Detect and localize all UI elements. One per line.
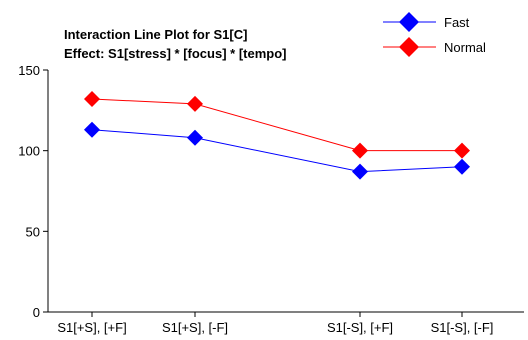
plot-area: 0 50 100 150 S1[+S], [+F] S1[+S], [-F] S1[-S]… [18,63,524,335]
legend-label-fast: Fast [444,15,470,30]
x-tick-label: S1[-S], [+F] [327,320,393,335]
legend-marker-fast [399,12,419,32]
x-tick-label: S1[+S], [+F] [57,320,126,335]
series-line-fast [91,129,463,173]
legend-marker-normal [399,37,419,57]
chart-title: Interaction Line Plot for S1[C] [64,27,247,42]
chart-subtitle: Effect: S1[stress] * [focus] * [tempo] [64,46,286,61]
series-line-normal [91,98,462,152]
y-tick-label: 100 [18,144,40,159]
data-point-fast [352,163,368,180]
legend-item-fast: Fast [383,12,470,32]
y-tick-label: 150 [18,63,40,78]
x-tick-label: S1[-S], [-F] [431,320,494,335]
legend: Fast Normal [383,12,486,57]
x-tick-label: S1[+S], [-F] [162,320,228,335]
data-point-fast [187,129,203,146]
data-point-normal [352,142,368,159]
data-point-normal [187,95,203,112]
data-point-fast [454,158,470,175]
y-tick-label: 0 [33,305,40,320]
legend-label-normal: Normal [444,40,486,55]
legend-item-normal: Normal [383,37,486,57]
data-point-fast [84,121,100,138]
data-point-normal [454,142,470,159]
data-point-normal [84,91,100,108]
y-tick-label: 50 [26,224,40,239]
